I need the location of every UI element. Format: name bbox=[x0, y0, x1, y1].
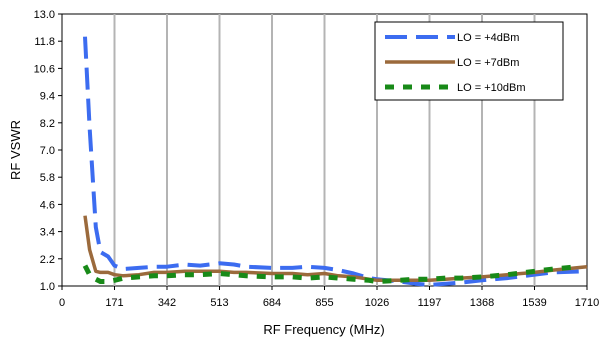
x-tick-label: 0 bbox=[59, 297, 65, 309]
y-tick-label: 13.0 bbox=[34, 9, 55, 21]
x-tick-label: 1710 bbox=[575, 297, 599, 309]
legend: LO = +4dBm LO = +7dBm LO = +10dBm bbox=[374, 21, 564, 101]
x-axis-title: RF Frequency (MHz) bbox=[263, 322, 384, 337]
x-tick-label: 342 bbox=[158, 297, 176, 309]
y-tick-label: 3.4 bbox=[40, 227, 55, 239]
legend-label-lo-10dbm: LO = +10dBm bbox=[457, 82, 526, 94]
y-tick-label: 10.6 bbox=[34, 63, 55, 75]
series-line-lo-4dbm bbox=[83, 36, 584, 287]
x-tick-labels: 0 171 342 513 684 855 1026 1197 1368 1539 1710 bbox=[59, 297, 599, 309]
y-tick-label: 1.0 bbox=[40, 281, 55, 293]
x-tick-label: 1026 bbox=[365, 297, 389, 309]
x-tick-label: 1539 bbox=[522, 297, 546, 309]
x-tick-label: 1368 bbox=[470, 297, 494, 309]
y-tick-label: 4.6 bbox=[40, 199, 55, 211]
y-tick-label: 5.8 bbox=[40, 172, 55, 184]
series-line-lo-10dbm bbox=[82, 264, 579, 284]
x-tick-label: 1197 bbox=[418, 297, 442, 309]
y-tick-label: 2.2 bbox=[40, 254, 55, 266]
x-tick-label: 513 bbox=[210, 297, 228, 309]
y-tick-label: 8.2 bbox=[40, 118, 55, 130]
legend-label-lo-7dbm: LO = +7dBm bbox=[457, 57, 519, 69]
legend-label-lo-4dbm: LO = +4dBm bbox=[457, 32, 519, 44]
y-tick-label: 11.8 bbox=[34, 36, 55, 48]
y-axis-title: RF VSWR bbox=[8, 120, 23, 180]
y-tick-label: 7.0 bbox=[40, 145, 55, 157]
x-tick-label: 684 bbox=[263, 297, 281, 309]
x-tick-label: 855 bbox=[315, 297, 333, 309]
x-tick-label: 171 bbox=[105, 297, 123, 309]
y-tick-labels: 1.0 2.2 3.4 4.6 5.8 7.0 8.2 9.4 10.6 11.8 13.0 bbox=[34, 9, 55, 293]
series-lines bbox=[82, 36, 588, 287]
y-tick-label: 9.4 bbox=[40, 91, 55, 103]
